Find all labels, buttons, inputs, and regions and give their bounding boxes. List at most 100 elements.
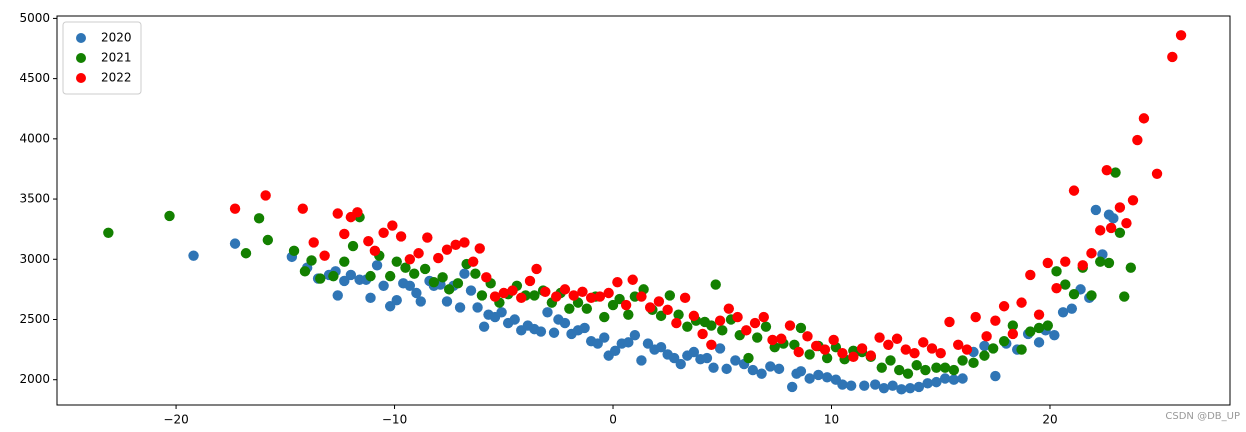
point [900, 344, 911, 355]
point [708, 362, 719, 373]
point [1007, 320, 1019, 331]
point [240, 248, 252, 259]
point [387, 220, 398, 231]
point [821, 372, 833, 383]
point [559, 284, 571, 295]
point [229, 203, 241, 214]
point [743, 352, 754, 364]
point [1108, 213, 1119, 224]
point [1121, 217, 1132, 229]
point [948, 364, 960, 376]
point [297, 203, 308, 214]
point [1086, 290, 1097, 301]
point [756, 368, 767, 379]
point [655, 341, 667, 353]
point [253, 213, 265, 224]
point [620, 299, 632, 311]
point [896, 384, 907, 395]
point [607, 299, 619, 311]
point [688, 346, 700, 358]
point [957, 355, 968, 366]
point [655, 310, 667, 322]
point [1110, 167, 1121, 178]
point [859, 380, 870, 391]
point [1138, 113, 1150, 124]
legend: 2020 2021 2022 [62, 21, 142, 95]
y-tick-label: 2500 [19, 312, 50, 326]
y-tick-label: 5000 [19, 11, 50, 25]
point [441, 244, 453, 255]
point [837, 348, 848, 359]
point [489, 291, 501, 302]
point [332, 208, 343, 219]
point [1090, 204, 1102, 216]
point [730, 355, 741, 366]
point [795, 322, 807, 334]
point [1042, 320, 1053, 331]
point [784, 320, 796, 331]
point [481, 272, 492, 283]
point [585, 292, 597, 304]
point [1033, 309, 1045, 320]
point [339, 256, 350, 267]
point [603, 287, 614, 299]
point [524, 275, 536, 287]
point [717, 325, 728, 336]
point [1025, 326, 1036, 337]
point [1175, 30, 1187, 41]
point [1095, 256, 1106, 267]
point [939, 362, 951, 373]
point [474, 243, 485, 254]
point [542, 307, 553, 318]
point [697, 328, 708, 340]
point [679, 292, 691, 304]
point [671, 317, 682, 329]
legend-marker [76, 73, 86, 83]
y-tick-label: 3500 [19, 192, 50, 206]
point [1114, 227, 1126, 238]
y-tick-label: 4000 [19, 131, 50, 145]
point [507, 285, 518, 296]
point [531, 263, 542, 275]
point [465, 285, 477, 296]
point [369, 245, 381, 257]
point [164, 210, 175, 222]
point [931, 376, 942, 388]
point [395, 231, 407, 242]
point [467, 256, 479, 267]
point [953, 339, 964, 350]
point [837, 379, 848, 390]
point [1127, 195, 1139, 206]
plot-frame [56, 15, 1231, 406]
point [644, 302, 656, 313]
point [579, 322, 590, 334]
point [968, 357, 979, 369]
point [948, 374, 960, 385]
point [998, 335, 1010, 347]
point [804, 349, 815, 360]
point [422, 232, 433, 243]
point [876, 362, 887, 373]
point [653, 296, 665, 307]
point [970, 311, 981, 323]
point [411, 287, 422, 299]
point [747, 364, 759, 376]
legend-label: 2022 [101, 71, 132, 85]
point [535, 326, 547, 337]
point [714, 343, 726, 354]
point [865, 350, 877, 361]
point [990, 370, 1001, 382]
point [391, 256, 402, 267]
point [998, 301, 1010, 312]
x-tick-label: 10 [824, 413, 839, 427]
point [551, 291, 562, 302]
point [922, 378, 933, 389]
point [564, 303, 575, 314]
point [476, 290, 488, 301]
point [939, 373, 951, 384]
point [1151, 168, 1163, 179]
point [979, 350, 990, 361]
point [636, 291, 647, 302]
point [920, 364, 931, 376]
